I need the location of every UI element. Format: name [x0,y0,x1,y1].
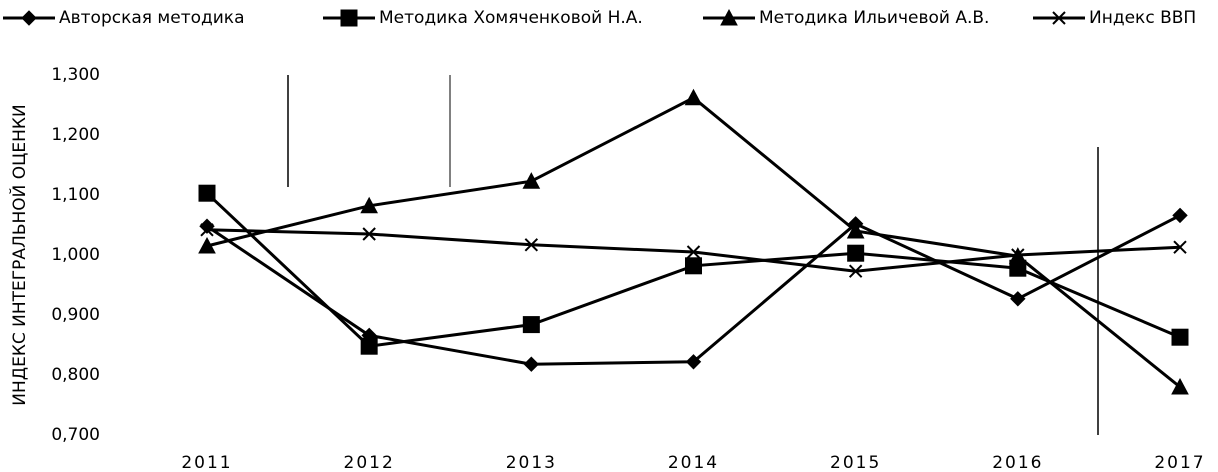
data-point [360,196,378,214]
legend-marker [1052,11,1066,25]
data-point [362,227,376,241]
data-point [522,172,541,189]
series-line [206,96,1181,389]
y-tick-label: 0,800 [51,365,100,385]
y-tick-label: 0,900 [51,305,100,325]
data-point [686,245,701,259]
legend-label: Методика Хомяченковой Н.А. [379,8,643,28]
data-point [522,316,540,334]
x-tick-label: 2013 [506,453,557,472]
y-axis-label: ИНДЕКС ИНТЕГРАЛЬНОЙ ОЦЕНКИ [8,104,30,405]
data-point [1171,377,1189,395]
x-tick-label: 2015 [830,453,881,472]
data-point [1172,207,1188,224]
x-tick-label: 2016 [992,453,1043,472]
data-point [1173,240,1187,254]
x-tick-label: 2014 [668,453,719,472]
x-tick-label: 2011 [181,453,232,472]
x-tick-label: 2012 [344,453,395,472]
x-tick-label: 2017 [1154,453,1205,472]
y-tick-label: 1,100 [51,185,100,205]
data-point [848,264,863,278]
data-point [200,223,214,237]
data-point [847,244,865,262]
data-point [685,257,702,275]
legend-marker [21,10,37,26]
legend-label: Авторская методика [59,8,244,28]
data-point [685,354,702,370]
y-tick-label: 1,300 [51,65,100,85]
data-point [1010,291,1026,307]
data-point [198,184,216,202]
legend-marker [340,9,358,27]
legend-label: Индекс ВВП [1089,8,1196,28]
data-point [524,238,539,252]
legend-marker [720,8,738,26]
series-line [206,214,1181,366]
data-point [1171,328,1189,346]
y-tick-label: 1,000 [51,245,100,265]
data-point [198,236,216,254]
legend-label: Методика Ильичевой А.В. [759,8,989,28]
y-tick-label: 1,200 [51,125,100,145]
data-point [523,356,540,372]
data-point [360,337,378,355]
data-point [684,88,703,106]
y-tick-label: 0,700 [51,425,100,445]
data-point [1011,248,1025,262]
data-point [846,221,865,239]
